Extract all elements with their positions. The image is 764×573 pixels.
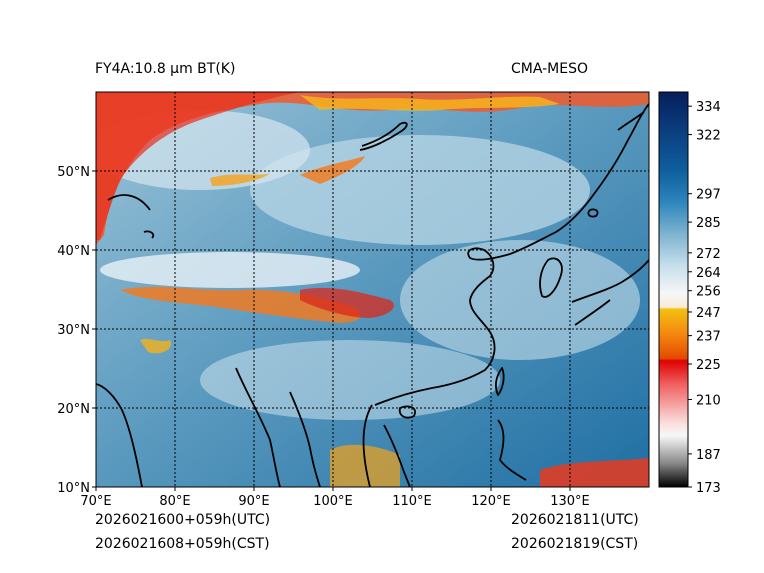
graticule bbox=[96, 92, 649, 487]
map-frame bbox=[95, 91, 650, 488]
coastline-indochina bbox=[383, 424, 411, 487]
coastline-malay bbox=[362, 404, 373, 487]
lat-tick-label: 40°N bbox=[57, 244, 90, 259]
cold-cloud-edge bbox=[300, 95, 560, 111]
coastline-caspian bbox=[107, 194, 151, 211]
coastline-india-east bbox=[235, 367, 281, 487]
lon-tick-label: 80°E bbox=[159, 494, 190, 509]
valid-time-cst: 2026021819(CST) bbox=[511, 536, 639, 552]
colorbar-frame bbox=[658, 91, 689, 488]
coastline-philippines bbox=[497, 419, 527, 481]
lon-tick-label: 70°E bbox=[80, 494, 111, 509]
coastline-lake bbox=[587, 208, 599, 218]
map-title: FY4A:10.8 µm BT(K) bbox=[95, 61, 236, 77]
cloud-streak bbox=[210, 174, 270, 186]
colorbar-tick-label: 210 bbox=[696, 393, 721, 408]
coastline-korea bbox=[539, 257, 563, 298]
coastline-lake-small bbox=[143, 230, 155, 239]
coastline-arabian-sea bbox=[96, 383, 143, 487]
colorbar-tick-label: 297 bbox=[696, 188, 721, 203]
cloud-area bbox=[200, 340, 500, 420]
colorbar-tick-label: 322 bbox=[696, 129, 721, 144]
satellite-image bbox=[96, 92, 649, 487]
lat-tick-label: 30°N bbox=[57, 323, 90, 338]
init-time-utc: 2026021600+059h(UTC) bbox=[95, 512, 271, 528]
model-name: CMA-MESO bbox=[511, 61, 589, 77]
coastline-kyushu bbox=[574, 299, 611, 326]
coastline-japan bbox=[571, 259, 649, 303]
coastline-okhotsk bbox=[617, 111, 645, 131]
cold-cloud-northwest bbox=[96, 92, 300, 240]
lon-tick-label: 110°E bbox=[392, 494, 432, 509]
init-time-cst: 2026021608+059h(CST) bbox=[95, 536, 270, 552]
colorbar-tick-label: 334 bbox=[696, 100, 721, 115]
lat-tick-label: 20°N bbox=[57, 402, 90, 417]
lat-tick-label: 50°N bbox=[57, 165, 90, 180]
colorbar-tick-label: 256 bbox=[696, 285, 721, 300]
colorbar bbox=[659, 92, 688, 487]
colorbar-tick-label: 173 bbox=[696, 481, 721, 496]
coastline-hainan bbox=[398, 405, 416, 419]
colorbar-tick-label: 187 bbox=[696, 448, 721, 463]
clear-area bbox=[400, 240, 640, 360]
cloud-band bbox=[100, 252, 360, 288]
lat-tick-label: 10°N bbox=[57, 481, 90, 496]
colorbar-tick-label: 247 bbox=[696, 306, 721, 321]
colorbar-ticks: 173 187 210 225 237 247 256 264 272 285 297 322 334 bbox=[688, 100, 721, 496]
colorbar-tick-label: 225 bbox=[696, 358, 721, 373]
lon-tick-label: 100°E bbox=[313, 494, 353, 509]
colorbar-tick-label: 264 bbox=[696, 266, 721, 281]
cold-cloud-southeast bbox=[540, 458, 649, 487]
lon-tick-label: 90°E bbox=[238, 494, 269, 509]
lon-tick-label: 120°E bbox=[471, 494, 511, 509]
coastline-baikal bbox=[359, 121, 408, 151]
longitude-axis: 70°E 80°E 90°E 100°E 110°E 120°E 130°E bbox=[80, 487, 590, 509]
lon-tick-label: 130°E bbox=[550, 494, 590, 509]
coastline-taiwan bbox=[495, 367, 505, 396]
latitude-axis: 10°N 20°N 30°N 40°N 50°N bbox=[57, 165, 96, 496]
valid-time-utc: 2026021811(UTC) bbox=[511, 512, 639, 528]
convective-cell bbox=[140, 338, 171, 354]
clear-area bbox=[250, 135, 590, 245]
colorbar-tick-label: 285 bbox=[696, 216, 721, 231]
cloud-band-core bbox=[300, 287, 394, 318]
colorbar-tick-label: 272 bbox=[696, 247, 721, 262]
colorbar-tick-label: 237 bbox=[696, 330, 721, 345]
